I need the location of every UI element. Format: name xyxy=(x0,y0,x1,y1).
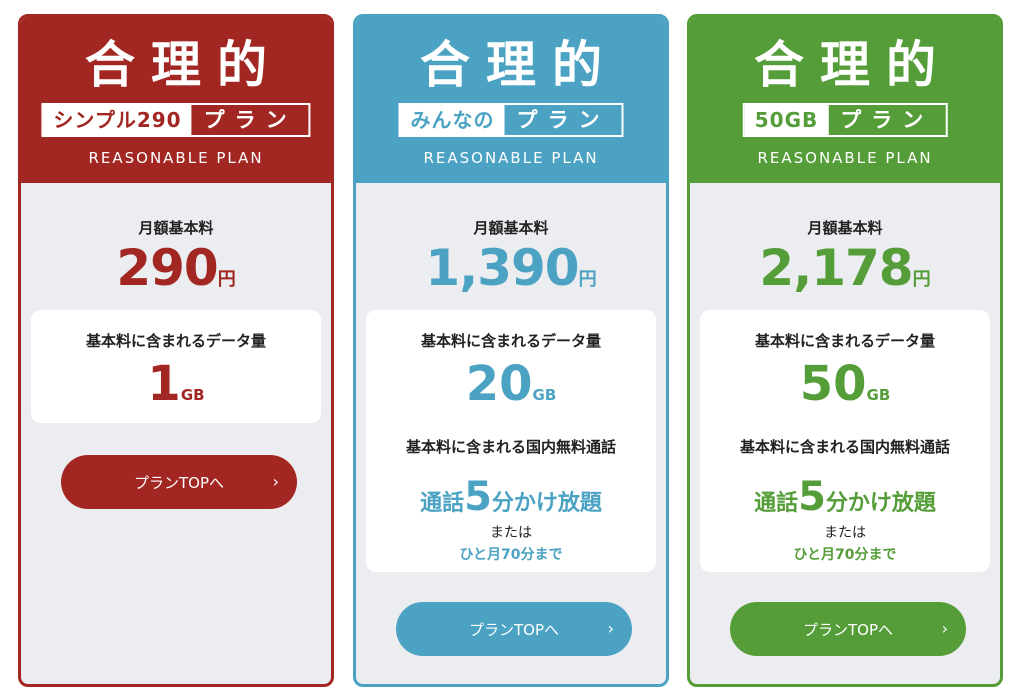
plan-name-label: シンプル290 プラン xyxy=(41,103,311,137)
price-value: 1,390 xyxy=(425,239,579,297)
plan-top-button[interactable]: プランTOPへ › xyxy=(396,602,632,656)
call-prefix: 通話 xyxy=(420,491,465,516)
chevron-right-icon: › xyxy=(941,619,948,638)
monthly-fee-label: 月額基本料 xyxy=(473,219,549,237)
call-minutes: 5 xyxy=(798,474,826,520)
data-unit: GB xyxy=(532,386,557,404)
plan-name-label: みんなの プラン xyxy=(398,103,624,137)
monthly-fee-price: 1,390円 xyxy=(356,239,666,297)
plan-name-label: 50GB プラン xyxy=(742,103,948,137)
data-allowance: 20GB xyxy=(366,356,656,412)
call-suffix: 分かけ放題 xyxy=(491,491,602,516)
call-prefix: 通話 xyxy=(754,491,799,516)
plan-top-button-label: プランTOPへ xyxy=(468,620,559,639)
data-value: 20 xyxy=(465,356,533,412)
data-value: 1 xyxy=(147,356,181,412)
plan-name: 50GB xyxy=(744,105,829,135)
plan-card-header: 合理的 50GB プラン REASONABLE PLAN xyxy=(690,17,1000,183)
call-minutes: 5 xyxy=(464,474,492,520)
plan-details-box: 基本料に含まれるデータ量 20GB 基本料に含まれる国内無料通話 通話5分かけ放… xyxy=(366,310,656,572)
price-unit: 円 xyxy=(578,269,597,290)
call-alternative: ひと月70分まで xyxy=(459,547,563,563)
plan-top-button[interactable]: プランTOPへ › xyxy=(730,602,966,656)
price-value: 290 xyxy=(116,239,218,297)
plan-title: 合理的 xyxy=(420,36,618,94)
or-text: または xyxy=(490,525,532,541)
monthly-fee-label: 月額基本料 xyxy=(138,219,214,237)
plan-suffix: プラン xyxy=(516,108,610,132)
price-unit: 円 xyxy=(217,269,236,290)
price-value: 2,178 xyxy=(759,239,913,297)
monthly-fee-price: 2,178円 xyxy=(690,239,1000,297)
monthly-fee-price: 290円 xyxy=(21,239,331,297)
plan-top-button-label: プランTOPへ xyxy=(802,620,893,639)
plan-title: 合理的 xyxy=(85,36,283,94)
data-unit: GB xyxy=(866,386,891,404)
plan-card-50gb: 合理的 50GB プラン REASONABLE PLAN 月額基本料 2,178… xyxy=(687,14,1003,687)
data-allowance: 50GB xyxy=(700,356,990,412)
plan-subtitle: REASONABLE PLAN xyxy=(88,149,264,167)
plan-subtitle: REASONABLE PLAN xyxy=(423,149,599,167)
data-unit: GB xyxy=(180,386,205,404)
plan-name: みんなの xyxy=(400,105,505,135)
free-call-offer: 通話5分かけ放題 xyxy=(366,474,656,520)
plan-suffix: プラン xyxy=(840,108,934,132)
free-call-label: 基本料に含まれる国内無料通話 xyxy=(739,438,950,456)
plan-card-minnano: 合理的 みんなの プラン REASONABLE PLAN 月額基本料 1,390… xyxy=(353,14,669,687)
monthly-fee-label: 月額基本料 xyxy=(807,219,883,237)
plan-card-header: 合理的 みんなの プラン REASONABLE PLAN xyxy=(356,17,666,183)
data-allowance-label: 基本料に含まれるデータ量 xyxy=(754,332,935,350)
plan-card-header: 合理的 シンプル290 プラン REASONABLE PLAN xyxy=(21,17,331,183)
plan-card-simple290: 合理的 シンプル290 プラン REASONABLE PLAN 月額基本料 29… xyxy=(18,14,334,687)
plan-name: シンプル290 xyxy=(43,105,192,135)
chevron-right-icon: › xyxy=(272,472,279,491)
data-allowance-label: 基本料に含まれるデータ量 xyxy=(420,332,601,350)
price-unit: 円 xyxy=(912,269,931,290)
call-suffix: 分かけ放題 xyxy=(825,491,936,516)
data-value: 50 xyxy=(799,356,867,412)
free-call-label: 基本料に含まれる国内無料通話 xyxy=(405,438,616,456)
plan-title: 合理的 xyxy=(754,36,952,94)
plan-details-box: 基本料に含まれるデータ量 50GB 基本料に含まれる国内無料通話 通話5分かけ放… xyxy=(700,310,990,572)
data-allowance: 1GB xyxy=(31,356,321,412)
call-alternative: ひと月70分まで xyxy=(793,547,897,563)
plan-top-button[interactable]: プランTOPへ › xyxy=(61,455,297,509)
plan-details-box: 基本料に含まれるデータ量 1GB xyxy=(31,310,321,423)
data-allowance-label: 基本料に含まれるデータ量 xyxy=(85,332,266,350)
plan-suffix: プラン xyxy=(203,108,297,132)
plan-subtitle: REASONABLE PLAN xyxy=(757,149,933,167)
plan-top-button-label: プランTOPへ xyxy=(133,473,224,492)
chevron-right-icon: › xyxy=(607,619,614,638)
free-call-offer: 通話5分かけ放題 xyxy=(700,474,990,520)
or-text: または xyxy=(824,525,866,541)
